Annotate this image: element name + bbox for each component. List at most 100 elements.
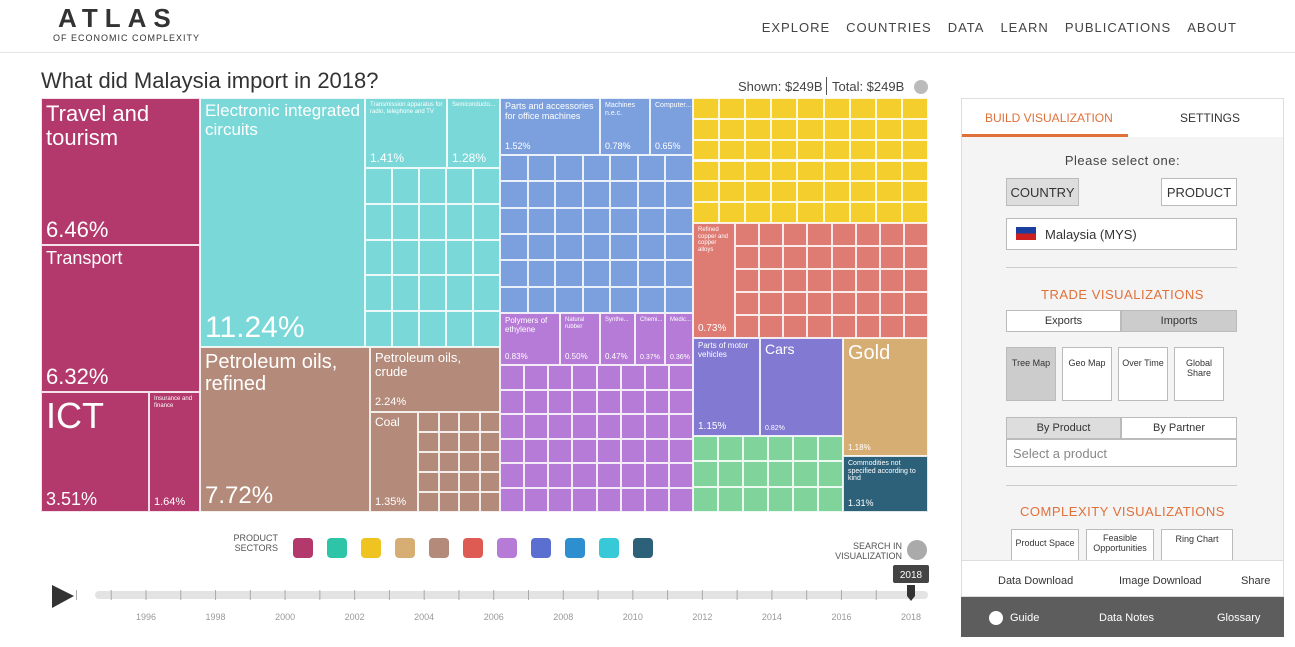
sector-icon[interactable]: [633, 538, 653, 558]
treemap-cell: [527, 181, 556, 208]
treemap-cell: [392, 239, 419, 276]
treemap-tile[interactable]: Machines n.e.c. 0.78%: [600, 98, 650, 155]
treemap-tile[interactable]: Coal 1.35%: [370, 412, 418, 512]
treemap-cell: [644, 389, 669, 414]
treemap-tile[interactable]: Medic... 0.36%: [665, 313, 693, 365]
sector-icon[interactable]: [293, 538, 313, 558]
by-button[interactable]: By Partner: [1121, 417, 1237, 439]
treemap-tile[interactable]: Natural rubber 0.50%: [560, 313, 600, 365]
sector-icon[interactable]: [361, 538, 381, 558]
viz-button[interactable]: Geo Map: [1062, 347, 1112, 401]
treemap-tile[interactable]: Cars 0.82%: [760, 338, 843, 436]
nav-link[interactable]: LEARN: [1000, 20, 1049, 35]
treemap-tile[interactable]: Refined copper and copper alloys 0.73%: [693, 223, 735, 338]
nav-link[interactable]: PUBLICATIONS: [1064, 20, 1172, 35]
flow-button[interactable]: Exports: [1006, 310, 1121, 332]
treemap-cell: [735, 315, 760, 338]
sector-icon[interactable]: [599, 538, 619, 558]
tab[interactable]: SETTINGS: [1180, 111, 1241, 125]
treemap-tile[interactable]: Gold 1.18%: [843, 338, 928, 456]
treemap-tile[interactable]: Semiconducto... 1.28%: [447, 98, 500, 168]
tile-share: 1.41%: [370, 151, 405, 165]
treemap-cell: [719, 139, 746, 161]
treemap-tile[interactable]: Polymers of ethylene 0.83%: [500, 313, 560, 365]
treemap-cell: [665, 181, 693, 208]
sector-icon[interactable]: [327, 538, 347, 558]
treemap-cell: [693, 98, 720, 119]
tile-label: Polymers of ethylene: [505, 316, 548, 334]
treemap-tile[interactable]: Electronic integrated circuits 11.24%: [200, 98, 365, 347]
tile-share: 3.51%: [46, 489, 98, 509]
treemap-tile[interactable]: Chemi... 0.37%: [635, 313, 665, 365]
logo[interactable]: ATLAS: [58, 3, 178, 33]
treemap-cell: [644, 463, 669, 488]
treemap-cell: [759, 269, 784, 292]
treemap-cell: [610, 234, 638, 261]
sector-icon[interactable]: [531, 538, 551, 558]
treemap-cell: [418, 472, 439, 492]
sector-icon[interactable]: [429, 538, 449, 558]
share-link[interactable]: Share: [1241, 575, 1271, 587]
download-link[interactable]: Image Download: [1119, 575, 1202, 587]
treemap-tile[interactable]: Transmission apparatus for radio, teleph…: [365, 98, 447, 168]
treemap-cell: [582, 286, 611, 313]
tile-label: Medic...: [670, 317, 692, 323]
treemap-cell: [555, 286, 583, 313]
sector-icon[interactable]: [497, 538, 517, 558]
viz-button[interactable]: Tree Map: [1006, 347, 1056, 401]
country-select[interactable]: Malaysia (MYS): [1006, 218, 1237, 250]
treemap-tile[interactable]: Insurance and finance 1.64%: [149, 392, 200, 512]
treemap-tile[interactable]: Transport 6.32%: [41, 245, 200, 392]
treemap-tile[interactable]: Commodities not specified according to k…: [843, 456, 928, 512]
treemap-cell: [419, 275, 446, 312]
tile-label: Electronic integrated circuits: [205, 101, 360, 139]
flow-button[interactable]: Imports: [1121, 310, 1237, 332]
footer-link[interactable]: Data Notes: [1099, 612, 1155, 624]
flag: [1016, 227, 1036, 240]
treemap-cell: [849, 181, 876, 203]
treemap-tile[interactable]: Travel and tourism 6.46%: [41, 98, 200, 245]
treemap-cell: [693, 139, 720, 161]
treemap-tile[interactable]: Petroleum oils, refined 7.72%: [200, 347, 370, 512]
viz-button[interactable]: Global Share: [1174, 347, 1224, 401]
mode-button[interactable]: PRODUCT: [1161, 178, 1237, 206]
tile-label: Chemi...: [640, 317, 663, 323]
mode-button[interactable]: COUNTRY: [1006, 178, 1079, 206]
sector-icon[interactable]: [463, 538, 483, 558]
treemap-cell: [610, 181, 638, 208]
footer-bar: Guide Data Notes Glossary: [961, 597, 1284, 637]
treemap-tile[interactable]: Parts of motor vehicles 1.15%: [693, 338, 760, 436]
treemap-cell: [500, 260, 528, 287]
play-button[interactable]: [52, 585, 74, 608]
nav-link[interactable]: EXPLORE: [761, 20, 831, 35]
slider-track[interactable]: [95, 591, 928, 599]
treemap-cell: [500, 207, 528, 234]
treemap-cell: [783, 246, 808, 269]
footer-link[interactable]: Guide: [1010, 612, 1040, 624]
year-label: 2002: [345, 612, 365, 622]
nav-link[interactable]: COUNTRIES: [846, 20, 932, 35]
prompt: Please select one:: [1064, 153, 1181, 168]
tile-share: 1.64%: [154, 496, 186, 508]
treemap-tile[interactable]: Synthe... 0.47%: [600, 313, 635, 365]
search-button[interactable]: [907, 540, 927, 560]
info-icon[interactable]: [914, 80, 928, 94]
treemap-cell: [771, 181, 798, 203]
nav-link[interactable]: ABOUT: [1187, 20, 1237, 35]
nav-link[interactable]: DATA: [947, 20, 985, 35]
treemap-tile[interactable]: Computer... 0.65%: [650, 98, 693, 155]
slider-handle[interactable]: [907, 585, 915, 601]
viz-button[interactable]: Over Time: [1118, 347, 1168, 401]
treemap-tile[interactable]: Parts and accessories for office machine…: [500, 98, 600, 155]
sector-icon[interactable]: [565, 538, 585, 558]
treemap-tile[interactable]: ICT 3.51%: [41, 392, 149, 512]
treemap-cell: [783, 269, 808, 292]
treemap-cell: [637, 286, 666, 313]
by-button[interactable]: By Product: [1006, 417, 1121, 439]
download-link[interactable]: Data Download: [998, 575, 1074, 587]
treemap-tile[interactable]: Petroleum oils, crude 2.24%: [370, 347, 500, 412]
tab[interactable]: BUILD VISUALIZATION: [985, 111, 1113, 125]
footer-link[interactable]: Glossary: [1217, 612, 1261, 624]
product-select[interactable]: Select a product: [1006, 439, 1237, 467]
sector-icon[interactable]: [395, 538, 415, 558]
